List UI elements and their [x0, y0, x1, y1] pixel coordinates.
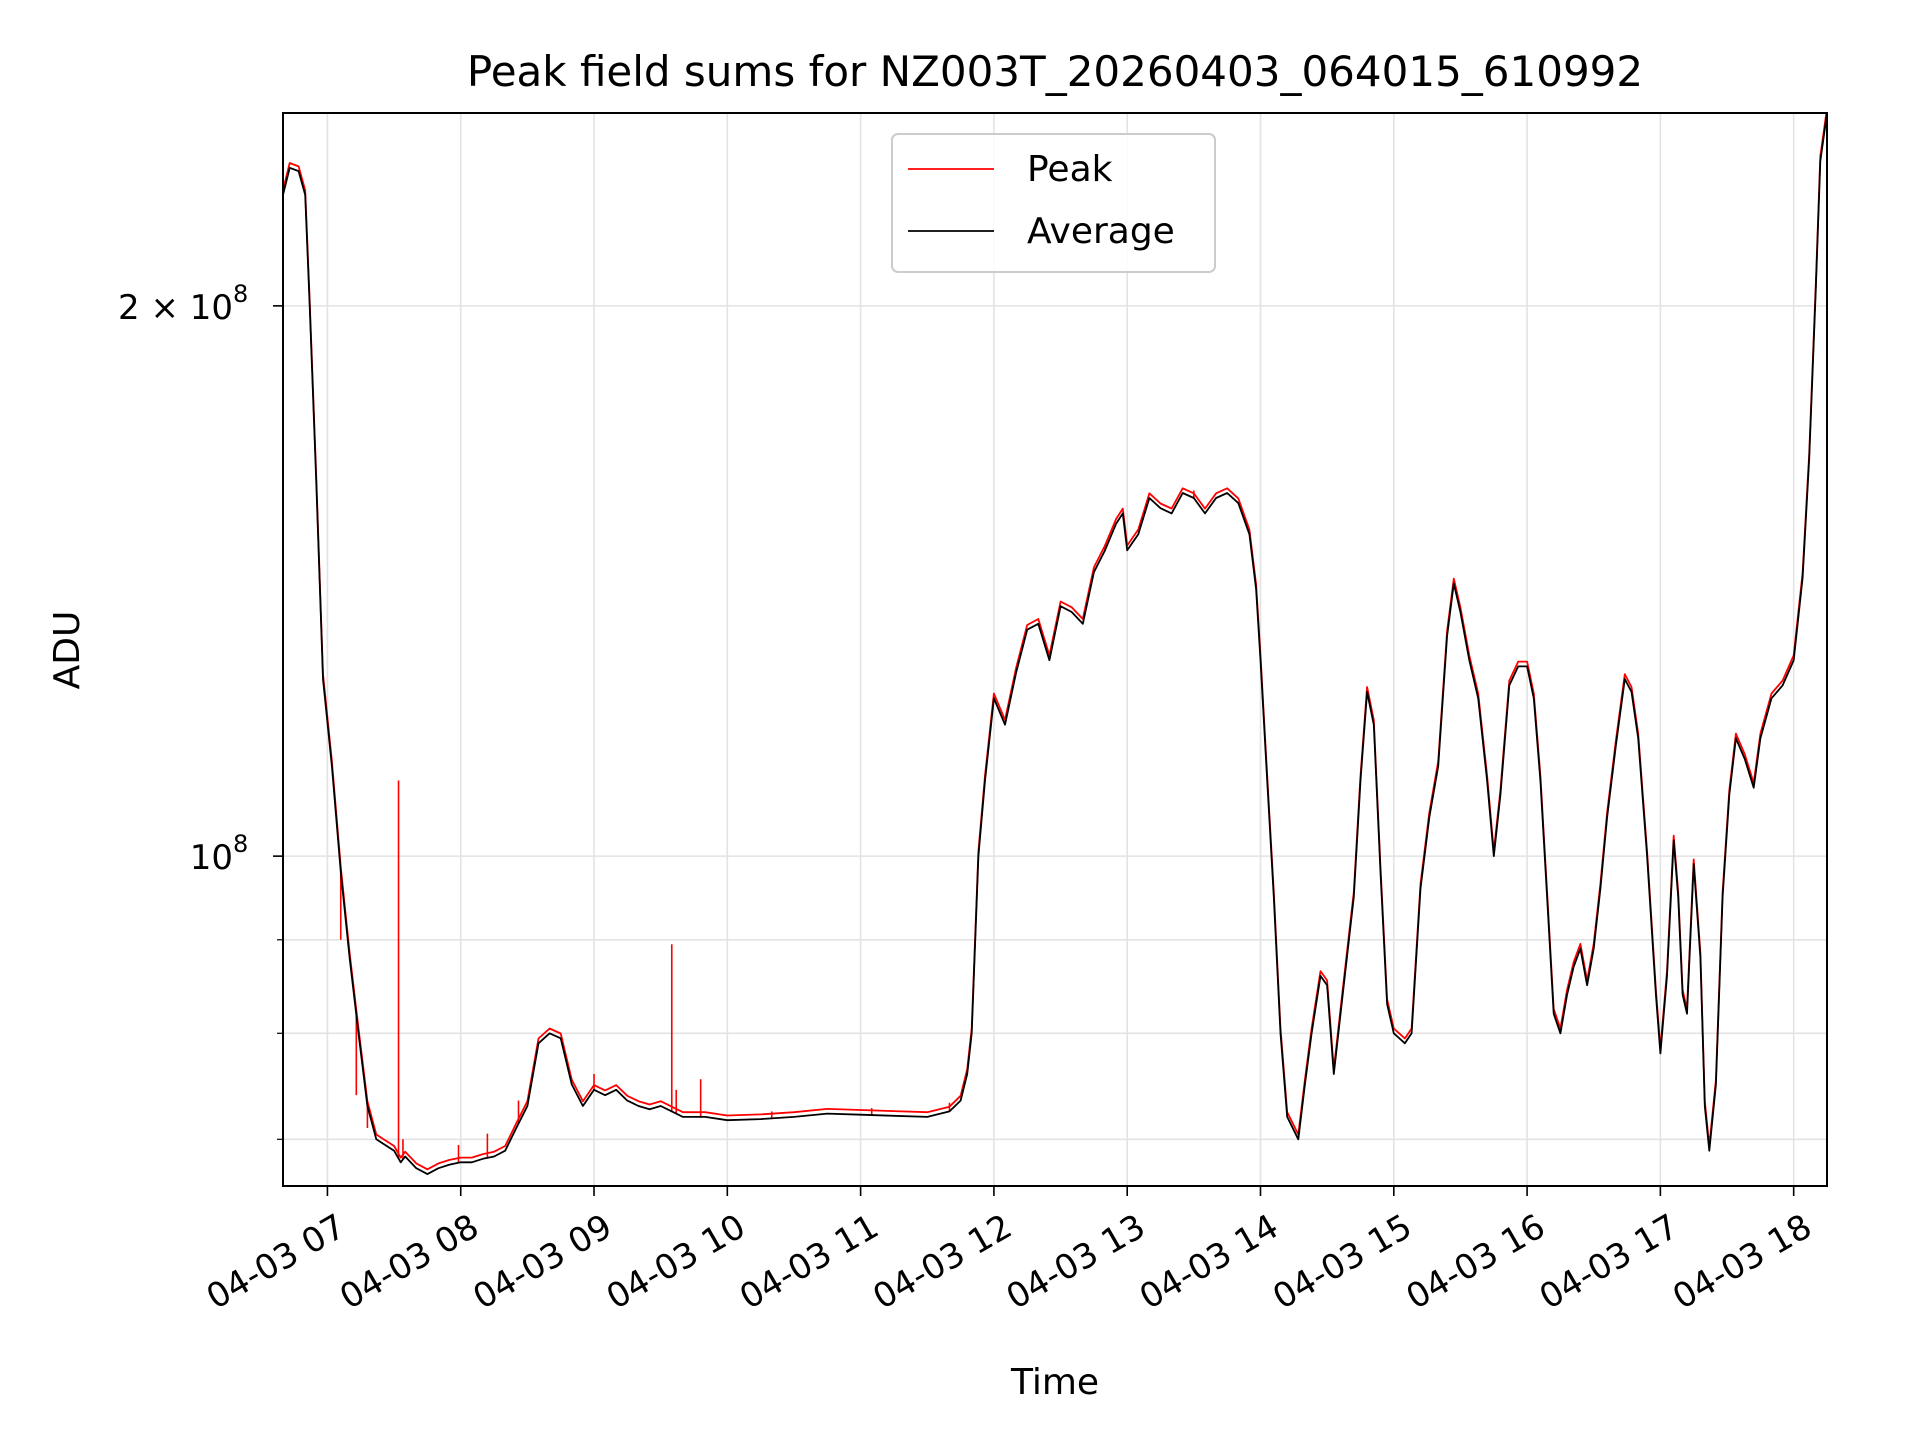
peak-spikes [339, 490, 1195, 1163]
y-tick-label: 2 × 10 [118, 288, 233, 328]
y-tick-label: 10 [190, 838, 233, 878]
x-axis-label: Time [1010, 1362, 1099, 1403]
legend-label-average: Average [1027, 211, 1175, 252]
plot-frame [282, 112, 1828, 1187]
gridlines [283, 113, 1827, 1186]
chart-title: Peak field sums for NZ003T_20260403_0640… [467, 47, 1643, 96]
y-axis-label: ADU [47, 611, 88, 690]
y-axis: 10 82 × 10 8 [118, 280, 283, 1140]
y-tick-exponent: 8 [233, 830, 248, 858]
y-tick-exponent: 8 [233, 280, 248, 308]
plot-area [283, 113, 1827, 1175]
series-line-average [283, 113, 1827, 1175]
legend-label-peak: Peak [1027, 149, 1113, 190]
legend: Peak Average [891, 133, 1216, 273]
